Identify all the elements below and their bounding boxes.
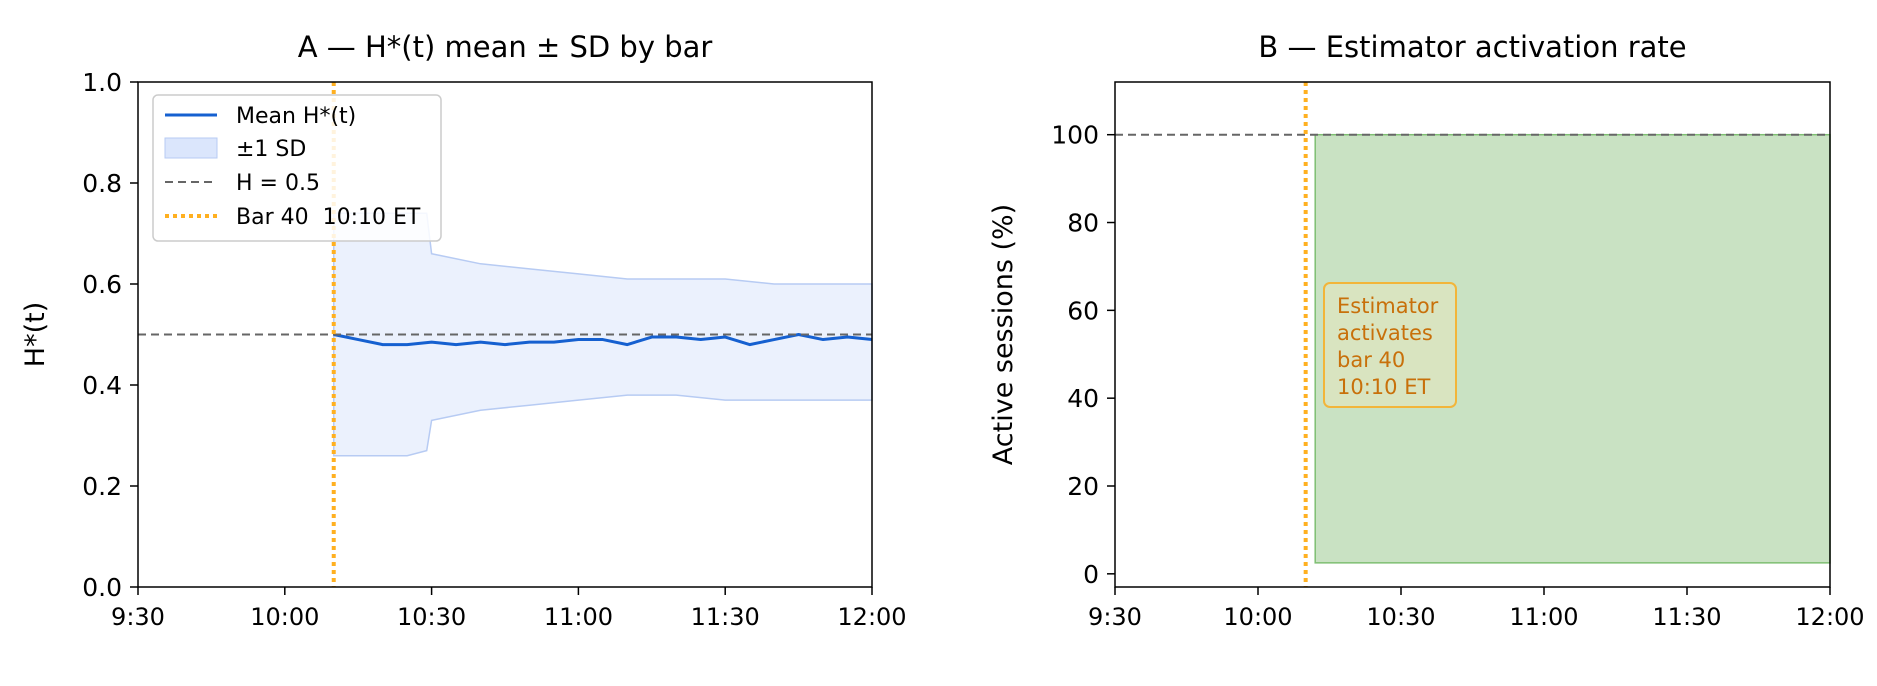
- chart-title: B — Estimator activation rate: [1258, 30, 1686, 64]
- y-tick-label: 1.0: [82, 68, 122, 97]
- annotation-text: 10:10 ET: [1337, 375, 1430, 399]
- x-tick-label: 9:30: [111, 603, 165, 631]
- x-tick-label: 11:00: [1509, 603, 1578, 631]
- y-tick-label: 0.0: [82, 573, 122, 602]
- legend-entry: Bar 40 10:10 ET: [236, 205, 421, 230]
- x-tick-label: 11:30: [1652, 603, 1721, 631]
- annotation-text: bar 40: [1337, 348, 1405, 372]
- y-tick-label: 60: [1067, 296, 1099, 325]
- legend-entry: Mean H*(t): [236, 104, 356, 129]
- x-tick-label: 10:00: [1223, 603, 1292, 631]
- mean-line: [333, 333, 873, 347]
- x-tick-label: 11:30: [691, 603, 760, 631]
- x-tick-label: 10:30: [397, 603, 466, 631]
- y-tick-label: 0.4: [82, 371, 122, 400]
- x-tick-label: 10:00: [250, 603, 319, 631]
- annotation-text: Estimator: [1337, 294, 1439, 318]
- annotation-text: activates: [1337, 321, 1433, 345]
- chart-title: A — H*(t) mean ± SD by bar: [298, 30, 713, 64]
- y-axis-label: Active sessions (%): [988, 204, 1019, 465]
- y-tick-label: 0: [1083, 560, 1099, 589]
- plot-frame: [137, 81, 873, 588]
- legend-swatch-sd: [164, 137, 218, 159]
- legend-entry: H = 0.5: [236, 171, 320, 196]
- panel-b: 9:30 10:00 10:30 11:00 11:30 12:00 0 20 40 60 80 10…: [988, 30, 1865, 631]
- annotation-box: [1323, 282, 1457, 408]
- y-tick-label: 80: [1067, 209, 1099, 238]
- y-tick-label: 0.6: [82, 270, 122, 299]
- y-axis-label: H*(t): [20, 302, 51, 367]
- y-tick-label: 0.2: [82, 472, 122, 501]
- x-tick-label: 9:30: [1088, 603, 1142, 631]
- y-tick-label: 100: [1051, 121, 1099, 150]
- legend-entry: ±1 SD: [236, 137, 306, 162]
- y-tick-label: 40: [1067, 384, 1099, 413]
- y-tick-label: 0.8: [82, 169, 122, 198]
- panel-a: 9:30 10:00 10:30 11:00 11:30 12:00 0.0 0.2 0.4 0.…: [20, 30, 907, 631]
- x-tick-label: 11:00: [544, 603, 613, 631]
- y-tick-label: 20: [1067, 472, 1099, 501]
- activation-area: [1314, 133, 1831, 564]
- x-tick-label: 12:00: [837, 603, 906, 631]
- x-tick-label: 12:00: [1795, 603, 1864, 631]
- legend-box: [152, 94, 442, 242]
- x-tick-label: 10:30: [1366, 603, 1435, 631]
- plot-frame: [1114, 81, 1831, 588]
